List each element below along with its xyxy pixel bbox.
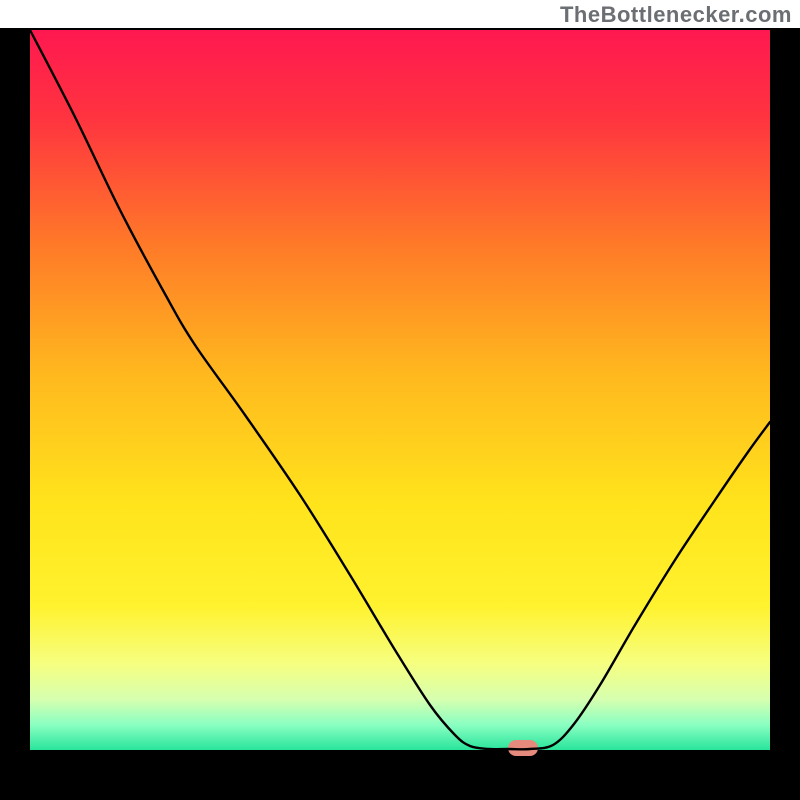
chart-stage: TheBottlenecker.com bbox=[0, 0, 800, 800]
frame-right bbox=[770, 0, 800, 800]
plot-background bbox=[30, 30, 770, 750]
bottleneck-chart bbox=[0, 0, 800, 800]
frame-left-top bbox=[0, 28, 30, 30]
frame-bottom bbox=[0, 750, 800, 800]
watermark-text: TheBottlenecker.com bbox=[560, 2, 792, 28]
frame-left bbox=[0, 0, 30, 800]
